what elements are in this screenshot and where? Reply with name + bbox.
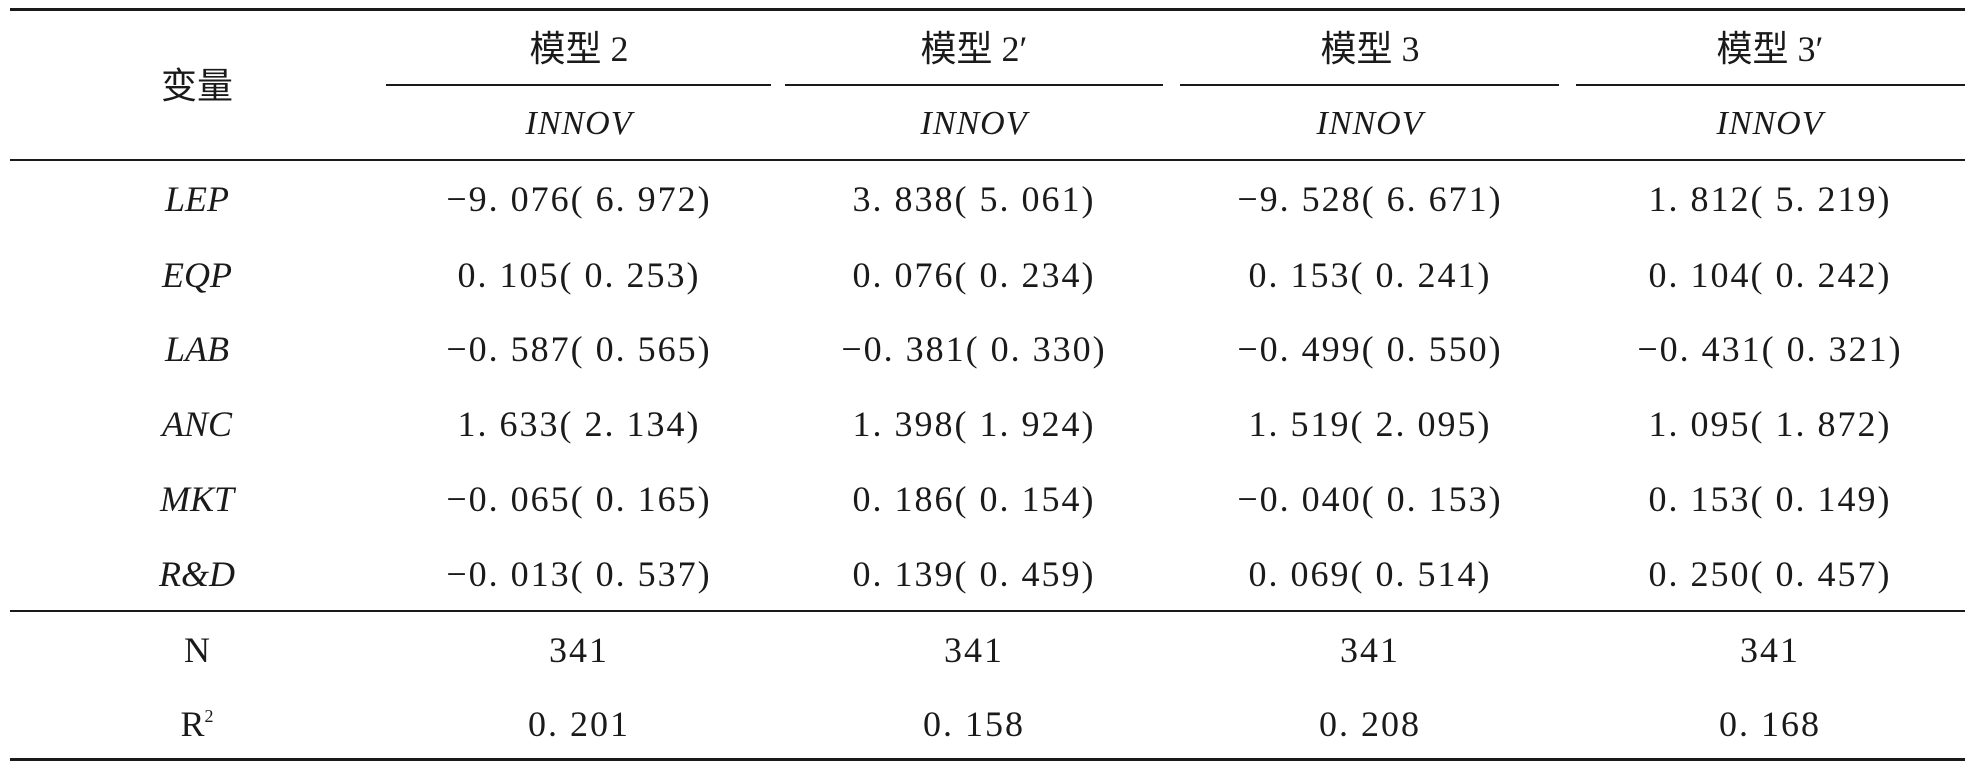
stat-value-cell: 0. 168 xyxy=(1719,704,1821,744)
dependent-variable-label: INNOV xyxy=(525,105,633,142)
coefficient-cell: 1. 812( 5. 219) xyxy=(1648,179,1892,219)
stat-value-cell: 341 xyxy=(1740,630,1800,670)
r-squared-base: R xyxy=(180,704,205,744)
stat-value-cell: 341 xyxy=(1340,630,1400,670)
dependent-variable-label: INNOV xyxy=(1716,105,1824,142)
stat-name-n: N xyxy=(184,630,210,670)
coefficient-cell: −0. 040( 0. 153) xyxy=(1237,479,1503,519)
top-rule xyxy=(10,8,1965,11)
model-header: 模型 3′ xyxy=(1716,29,1824,69)
model-3p-underline xyxy=(1576,84,1965,86)
coefficient-cell: −9. 528( 6. 671) xyxy=(1237,179,1503,219)
stat-value-cell: 0. 158 xyxy=(923,704,1025,744)
model-header: 模型 2′ xyxy=(920,29,1028,69)
coefficient-cell: −0. 065( 0. 165) xyxy=(446,479,712,519)
coefficient-cell: 1. 519( 2. 095) xyxy=(1248,404,1492,444)
stats-separator-rule xyxy=(10,610,1965,612)
stat-name-r-squared: R2 xyxy=(180,706,213,742)
coefficient-cell: 0. 250( 0. 457) xyxy=(1648,554,1892,594)
regression-table: 变量 模型 2 模型 2′ 模型 3 模型 3′ INNOV INNOV INN… xyxy=(10,0,1965,768)
coefficient-cell: 1. 398( 1. 924) xyxy=(852,404,1096,444)
stat-value-cell: 341 xyxy=(944,630,1004,670)
stat-value-cell: 341 xyxy=(549,630,609,670)
coefficient-cell: 0. 153( 0. 149) xyxy=(1648,479,1892,519)
row-variable-name: ANC xyxy=(161,404,233,444)
coefficient-cell: 0. 076( 0. 234) xyxy=(852,255,1096,295)
header-rule xyxy=(10,159,1965,161)
model-header: 模型 2 xyxy=(529,29,629,69)
coefficient-cell: −0. 381( 0. 330) xyxy=(841,329,1107,369)
model-2p-underline xyxy=(785,84,1163,86)
coefficient-cell: 0. 104( 0. 242) xyxy=(1648,255,1892,295)
coefficient-cell: 0. 153( 0. 241) xyxy=(1248,255,1492,295)
coefficient-cell: 0. 139( 0. 459) xyxy=(852,554,1096,594)
model-2-underline xyxy=(386,84,771,86)
coefficient-cell: 1. 095( 1. 872) xyxy=(1648,404,1892,444)
coefficient-cell: 0. 105( 0. 253) xyxy=(457,255,701,295)
bottom-rule xyxy=(10,758,1965,761)
coefficient-cell: −0. 013( 0. 537) xyxy=(446,554,712,594)
coefficient-cell: −0. 431( 0. 321) xyxy=(1637,329,1903,369)
coefficient-cell: 3. 838( 5. 061) xyxy=(852,179,1096,219)
model-3-underline xyxy=(1180,84,1559,86)
row-variable-name: R&D xyxy=(159,554,235,594)
dependent-variable-label: INNOV xyxy=(1316,105,1424,142)
row-variable-name: LEP xyxy=(164,179,230,219)
coefficient-cell: −0. 587( 0. 565) xyxy=(446,329,712,369)
coefficient-cell: 1. 633( 2. 134) xyxy=(457,404,701,444)
row-variable-name: LAB xyxy=(164,329,230,369)
stat-value-cell: 0. 201 xyxy=(528,704,630,744)
r-squared-exponent: 2 xyxy=(204,706,214,726)
row-variable-name: MKT xyxy=(159,479,235,519)
variable-header: 变量 xyxy=(160,66,234,106)
coefficient-cell: −0. 499( 0. 550) xyxy=(1237,329,1503,369)
coefficient-cell: −9. 076( 6. 972) xyxy=(446,179,712,219)
stat-value-cell: 0. 208 xyxy=(1319,704,1421,744)
coefficient-cell: 0. 069( 0. 514) xyxy=(1248,554,1492,594)
dependent-variable-label: INNOV xyxy=(920,105,1028,142)
model-header: 模型 3 xyxy=(1320,29,1420,69)
row-variable-name: EQP xyxy=(162,255,232,295)
coefficient-cell: 0. 186( 0. 154) xyxy=(852,479,1096,519)
